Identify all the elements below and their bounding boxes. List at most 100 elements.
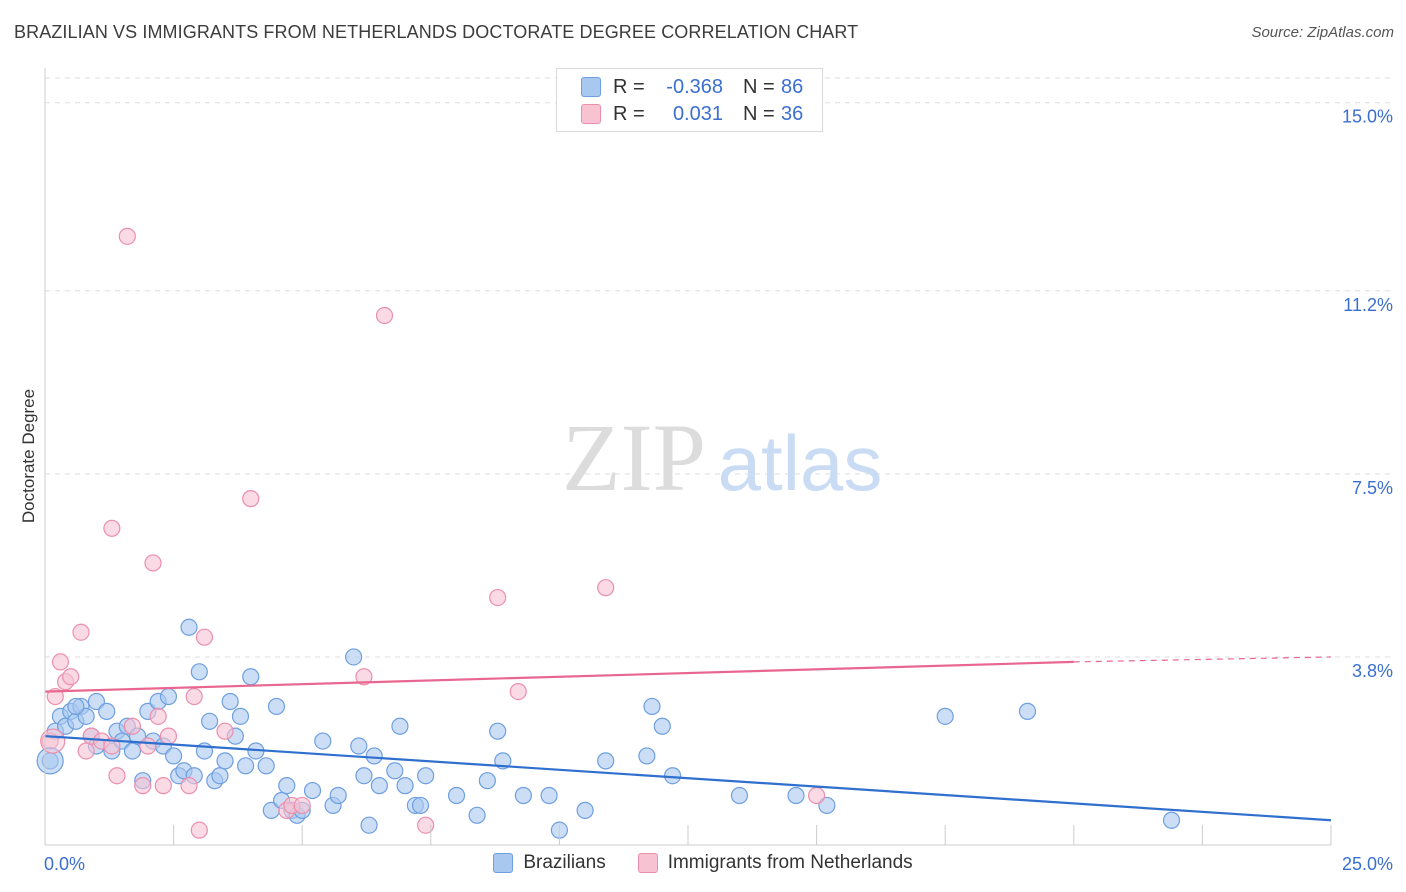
point-brazilians xyxy=(221,692,239,711)
point-brazilians xyxy=(216,752,234,770)
point-brazilians xyxy=(576,801,594,819)
legend-swatch-brazilians xyxy=(493,853,514,873)
point-brazilians xyxy=(818,796,836,815)
watermark-zip: ZIP xyxy=(562,404,706,511)
point-netherlands xyxy=(46,687,64,706)
legend-item-brazilians[interactable]: Brazilians xyxy=(493,852,606,874)
y-tick-label: 11.2% xyxy=(1343,295,1393,315)
legend-row-netherlands: R = 0.031 N = 36 xyxy=(581,102,803,126)
point-netherlands xyxy=(375,306,394,325)
point-netherlands xyxy=(103,519,121,537)
chart-source: Source: ZipAtlas.com xyxy=(1251,24,1394,41)
point-brazilians xyxy=(787,786,805,805)
point-netherlands xyxy=(123,717,142,735)
point-netherlands xyxy=(190,821,208,839)
y-tick-label: 15.0% xyxy=(1342,107,1393,127)
grid-layer xyxy=(45,77,1395,658)
point-netherlands xyxy=(51,653,70,671)
point-netherlands xyxy=(195,628,214,646)
point-brazilians xyxy=(67,697,85,716)
point-brazilians xyxy=(329,786,347,805)
legend-n-value: 36 xyxy=(781,102,804,125)
point-netherlands xyxy=(154,777,172,795)
point-brazilians xyxy=(365,747,383,765)
point-netherlands xyxy=(159,727,178,745)
point-netherlands xyxy=(118,227,136,245)
point-brazilians xyxy=(201,712,219,730)
y-tick-label: 7.5% xyxy=(1352,478,1393,498)
point-brazilians xyxy=(211,767,229,785)
point-brazilians xyxy=(98,702,116,720)
chart-title: BRAZILIAN VS IMMIGRANTS FROM NETHERLANDS… xyxy=(14,22,859,42)
point-brazilians xyxy=(489,722,507,740)
point-netherlands xyxy=(144,554,162,572)
trend-layer xyxy=(44,656,1332,822)
legend-r-value: -0.368 xyxy=(666,75,723,98)
point-netherlands xyxy=(185,687,203,706)
point-brazilians xyxy=(411,796,430,815)
point-brazilians xyxy=(417,767,435,785)
point-brazilians xyxy=(1162,811,1181,829)
point-brazilians xyxy=(447,786,466,805)
legend-item-netherlands[interactable]: Immigrants from Netherlands xyxy=(637,852,913,874)
trendline-brazilians xyxy=(44,735,1332,822)
point-netherlands xyxy=(40,728,66,754)
point-brazilians xyxy=(237,757,255,775)
point-brazilians xyxy=(638,747,656,765)
legend-n-label: N = xyxy=(743,75,775,98)
legend-row-brazilians: R = -0.368 N = 86 xyxy=(581,75,803,99)
legend-swatch-brazilians xyxy=(581,77,601,97)
point-brazilians xyxy=(303,781,322,800)
point-brazilians xyxy=(1018,702,1037,720)
point-brazilians xyxy=(653,717,671,735)
point-brazilians xyxy=(514,786,532,805)
point-netherlands xyxy=(489,588,507,607)
point-netherlands xyxy=(509,682,527,701)
stats-legend: R = -0.368 N = 86 R = 0.031 N = 36 xyxy=(556,68,823,132)
point-brazilians xyxy=(355,767,373,785)
axis-layer: 3.8% 7.5% 11.2% 15.0% 0.0% 25.0% xyxy=(44,68,1393,874)
point-brazilians xyxy=(190,663,208,681)
legend-label-netherlands: Immigrants from Netherlands xyxy=(667,852,913,873)
point-netherlands xyxy=(139,737,157,755)
point-brazilians xyxy=(643,697,661,716)
legend-label-brazilians: Brazilians xyxy=(523,852,606,873)
trendline-netherlands xyxy=(44,660,1074,693)
point-brazilians xyxy=(345,648,363,666)
point-brazilians xyxy=(396,777,414,795)
point-brazilians xyxy=(478,772,496,790)
point-brazilians xyxy=(165,747,183,765)
legend-n-label: N = xyxy=(743,102,775,125)
trendline-netherlands-extension xyxy=(1073,656,1332,663)
point-netherlands xyxy=(72,623,90,641)
point-brazilians xyxy=(540,786,558,805)
legend-swatch-netherlands xyxy=(637,853,658,873)
point-netherlands xyxy=(180,777,198,795)
legend-r-value: 0.031 xyxy=(672,102,723,125)
point-netherlands xyxy=(807,786,826,805)
legend-n-value: 86 xyxy=(781,75,804,98)
watermark: ZIP atlas xyxy=(562,404,882,511)
point-netherlands xyxy=(242,490,260,508)
points-layer xyxy=(36,227,1181,839)
x-tick-label-max: 25.0% xyxy=(1342,854,1393,874)
legend-swatch-netherlands xyxy=(581,104,601,124)
point-brazilians xyxy=(257,757,275,775)
point-brazilians xyxy=(77,707,95,725)
point-netherlands xyxy=(77,742,95,760)
series-legend: Brazilians Immigrants from Netherlands xyxy=(0,852,1406,874)
point-netherlands xyxy=(108,767,126,785)
point-netherlands xyxy=(216,722,234,740)
point-brazilians xyxy=(730,786,749,805)
point-brazilians xyxy=(87,692,106,711)
point-brazilians xyxy=(231,707,250,725)
point-brazilians xyxy=(386,762,404,780)
point-netherlands xyxy=(417,816,435,834)
point-brazilians xyxy=(242,668,260,686)
point-netherlands xyxy=(134,777,152,795)
point-netherlands xyxy=(62,668,80,686)
point-netherlands xyxy=(149,707,167,725)
point-brazilians xyxy=(468,806,486,824)
point-netherlands xyxy=(103,737,121,755)
